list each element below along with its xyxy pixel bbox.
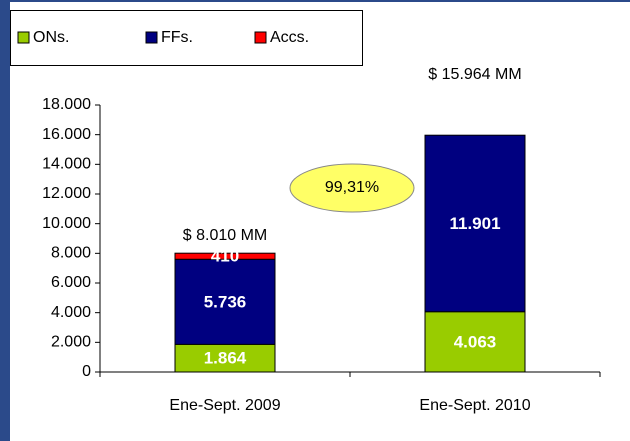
legend-label: Accs. (270, 29, 309, 46)
value-label: 5.736 (204, 292, 247, 311)
frame-top (0, 0, 630, 2)
legend-box (10, 10, 363, 66)
value-label: 11.901 (449, 214, 500, 233)
x-tick-label: Ene-Sept. 2010 (419, 397, 530, 414)
growth-label: 99,31% (325, 179, 379, 196)
legend-swatch (254, 31, 267, 44)
growth-bubble (289, 163, 415, 213)
y-tick-label: 6.000 (51, 274, 91, 291)
bar-segment (174, 258, 276, 345)
value-label: 410 (211, 247, 239, 266)
legend-swatch (17, 31, 30, 44)
legend-label: ONs. (33, 29, 69, 46)
x-tick-label: Ene-Sept. 2009 (169, 397, 280, 414)
y-tick-label: 0 (82, 363, 91, 380)
y-tick-label: 12.000 (42, 185, 91, 202)
bar-segment (174, 252, 276, 260)
value-label: 1.864 (204, 349, 247, 368)
y-tick-label: 4.000 (51, 304, 91, 321)
y-tick-label: 18.000 (42, 96, 91, 113)
total-label: $ 8.010 MM (183, 227, 267, 244)
frame-left (0, 0, 10, 441)
legend-label: FFs. (161, 29, 193, 46)
bar-segment (424, 311, 526, 373)
y-tick-label: 14.000 (42, 156, 91, 173)
y-tick-label: 10.000 (42, 215, 91, 232)
value-label: 4.063 (454, 332, 497, 351)
total-label: $ 15.964 MM (428, 66, 521, 83)
bar-segment (174, 343, 276, 373)
y-tick-label: 16.000 (42, 126, 91, 143)
y-tick-label: 8.000 (51, 245, 91, 262)
y-tick-label: 2.000 (51, 334, 91, 351)
legend-swatch (145, 31, 158, 44)
bar-segment (424, 134, 526, 313)
